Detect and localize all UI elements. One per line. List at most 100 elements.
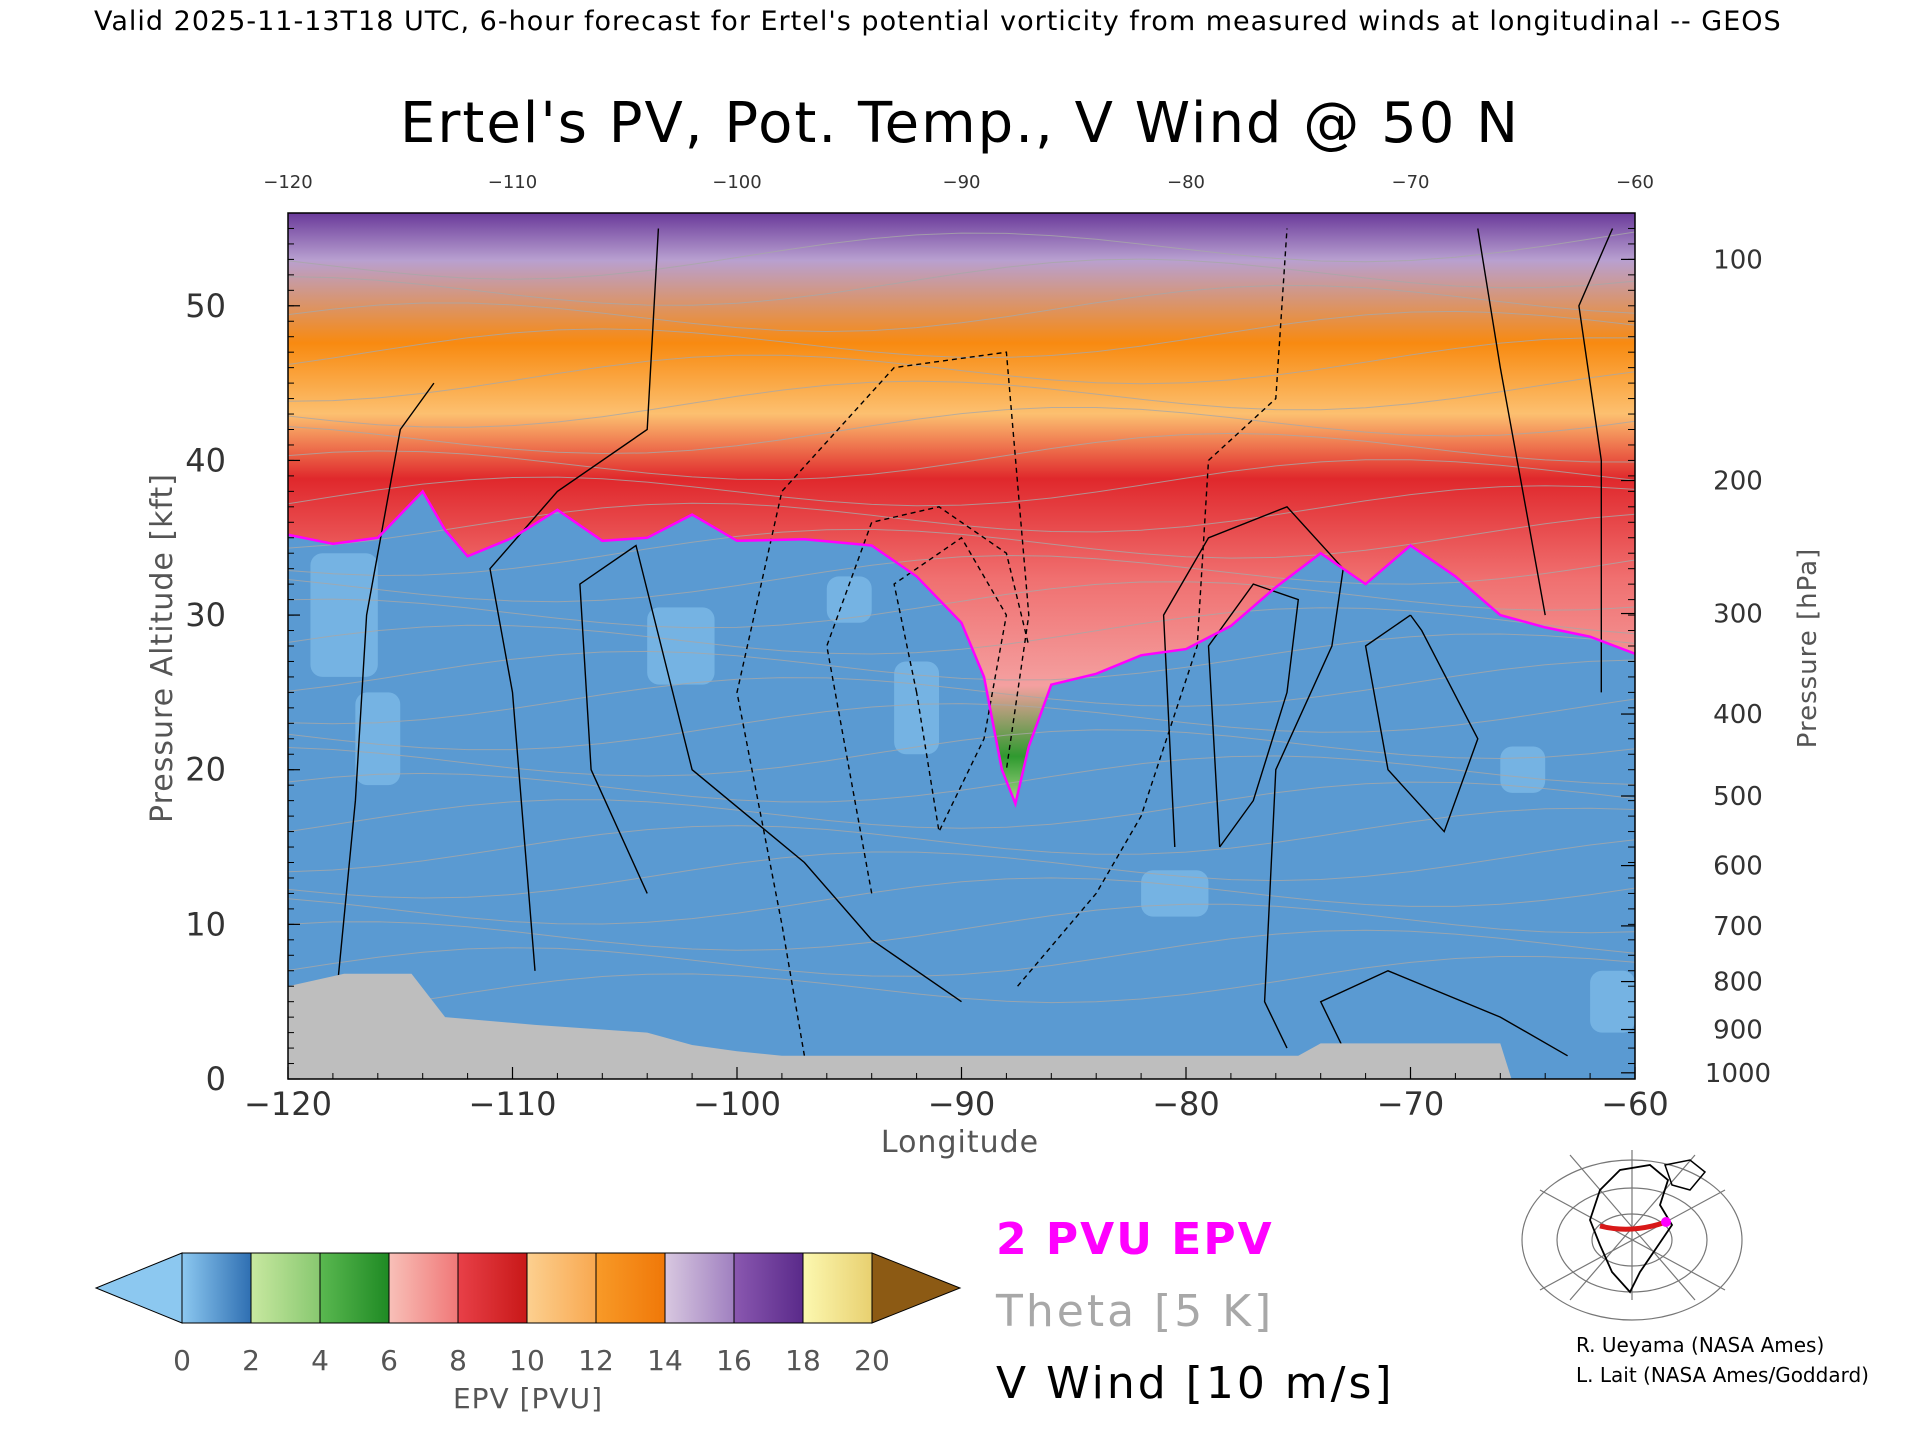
colorbar-tick-label: 14 (647, 1344, 683, 1377)
v-wind-contour-line (893, 536, 1008, 834)
credit-line-2: L. Lait (NASA Ames/Goddard) (1576, 1363, 1869, 1387)
y-tick-label: 0 (206, 1060, 226, 1098)
theta-contour-line (288, 371, 1635, 428)
colorbar-segment (250, 1252, 321, 1324)
pressure-tick-label: 800 (1713, 968, 1763, 998)
v-wind-contour-line (826, 506, 1030, 894)
theta-contour-line (288, 729, 1635, 777)
x-axis-label: Longitude (881, 1125, 1039, 1160)
y-axis-right-label: Pressure [hPa] (1793, 548, 1823, 749)
v-wind-contour-line (1017, 228, 1288, 987)
pressure-tick-label: 100 (1713, 245, 1763, 275)
theta-contour-line (288, 903, 1635, 951)
colorbar-segment (595, 1252, 666, 1324)
x-tick-label: −70 (1377, 1085, 1445, 1123)
colorbar-segment (457, 1252, 528, 1324)
x-top-tick-label: −110 (488, 172, 537, 193)
theta-contour-line (288, 459, 1635, 507)
colorbar-tick-label: 2 (242, 1344, 260, 1377)
x-axis-bottom: −120 −110 −100 −90 −80 −70 −60 (244, 1067, 1669, 1123)
credit-line-1: R. Ueyama (NASA Ames) (1576, 1333, 1824, 1357)
x-top-tick-label: −90 (943, 172, 981, 193)
light-blue-patch (355, 692, 401, 786)
theta-contour-line (288, 284, 1635, 333)
y-tick-label: 10 (185, 905, 226, 943)
theta-contour-line (288, 877, 1635, 925)
pressure-tick-label: 1000 (1705, 1059, 1771, 1089)
theta-contour-line (288, 755, 1635, 803)
colorbar-segment (733, 1252, 804, 1324)
y-tick-label: 50 (185, 287, 226, 325)
pressure-tick-label: 200 (1713, 467, 1763, 497)
colorbar-segment (319, 1252, 390, 1324)
v-wind-contour-line (1319, 970, 1568, 1057)
x-top-tick-label: −100 (712, 172, 761, 193)
x-tick-label: −110 (469, 1085, 557, 1123)
pressure-tick-label: 900 (1713, 1016, 1763, 1046)
x-top-tick-label: −60 (1616, 172, 1654, 193)
v-wind-contour-line (736, 351, 1030, 1056)
colorbar-segment (181, 1252, 252, 1324)
theta-contour-line (288, 607, 1635, 655)
theta-contour-line (288, 633, 1635, 692)
plot-area (288, 213, 1635, 1079)
v-wind-contour-line (579, 544, 962, 1003)
theta-contour-line (288, 839, 1635, 899)
theta-contour-line (288, 231, 1635, 280)
colorbar-tick-label: 20 (854, 1344, 890, 1377)
x-tick-label: −60 (1601, 1085, 1669, 1123)
v-wind-contour-line (1578, 228, 1614, 693)
theta-contour-line (288, 485, 1635, 549)
theta-contour-line (288, 807, 1635, 873)
colorbar-tick-label: 12 (578, 1344, 614, 1377)
light-blue-patch (1590, 970, 1635, 1033)
colorbar-over-arrow (871, 1252, 962, 1324)
theta-contour-line (288, 432, 1635, 481)
colorbar-tick-label: 8 (449, 1344, 467, 1377)
theta-contour-line (288, 929, 1635, 977)
legend-2pvu: 2 PVU EPV (996, 1214, 1274, 1265)
x-tick-label: −80 (1152, 1085, 1220, 1123)
theta-contour-line (288, 698, 1635, 751)
colorbar-tick-label: 16 (716, 1344, 752, 1377)
x-top-tick-label: −70 (1392, 172, 1430, 193)
colorbar-tick-label: 18 (785, 1344, 821, 1377)
pressure-tick-label: 500 (1713, 782, 1763, 812)
legend-vwind: V Wind [10 m/s] (996, 1358, 1395, 1409)
colorbar-segment (664, 1252, 735, 1324)
y-axis-right: 100 200 300 400 500 600 700 800 900 1000 (1621, 227, 1771, 1089)
colorbar-segment (388, 1252, 459, 1324)
theta-contours (288, 231, 1635, 1018)
y-axis-left-label: Pressure Altitude [kft] (145, 473, 180, 823)
light-blue-patch (647, 607, 715, 685)
colorbar-segment (526, 1252, 597, 1324)
valid-time-header: Valid 2025-11-13T18 UTC, 6-hour forecast… (94, 6, 1782, 37)
x-tick-label: −100 (693, 1085, 781, 1123)
x-tick-label: −120 (244, 1085, 332, 1123)
theta-contour-line (288, 659, 1635, 725)
colorbar: 0 2 4 6 8 10 12 14 16 18 20 (94, 1252, 962, 1377)
colorbar-segment (802, 1252, 873, 1324)
theta-contour-line (288, 581, 1635, 629)
light-blue-patch (310, 553, 378, 677)
v-wind-contour-line (332, 382, 435, 1033)
globe-map-icon (1521, 1150, 1743, 1321)
y-tick-label: 20 (185, 751, 226, 789)
theta-contour-line (288, 407, 1635, 455)
x-axis-top: −120 −110 −100 −90 −80 −70 −60 (263, 172, 1654, 193)
v-wind-contour-line (1477, 228, 1546, 616)
x-top-tick-label: −120 (263, 172, 312, 193)
colorbar-tick-label: 4 (311, 1344, 329, 1377)
colorbar-tick-label: 10 (509, 1344, 545, 1377)
theta-contour-line (288, 554, 1635, 603)
v-wind-contour-line (1364, 614, 1479, 833)
pressure-tick-label: 700 (1713, 912, 1763, 942)
theta-contour-line (288, 781, 1635, 833)
theta-contour-line (288, 955, 1635, 1018)
y-tick-label: 30 (185, 596, 226, 634)
pressure-tick-label: 400 (1713, 700, 1763, 730)
light-blue-patch (894, 661, 940, 755)
x-top-tick-label: −80 (1167, 172, 1205, 193)
colorbar-label: EPV [PVU] (453, 1382, 603, 1415)
y-axis-left: 0 10 20 30 40 50 (185, 227, 300, 1098)
